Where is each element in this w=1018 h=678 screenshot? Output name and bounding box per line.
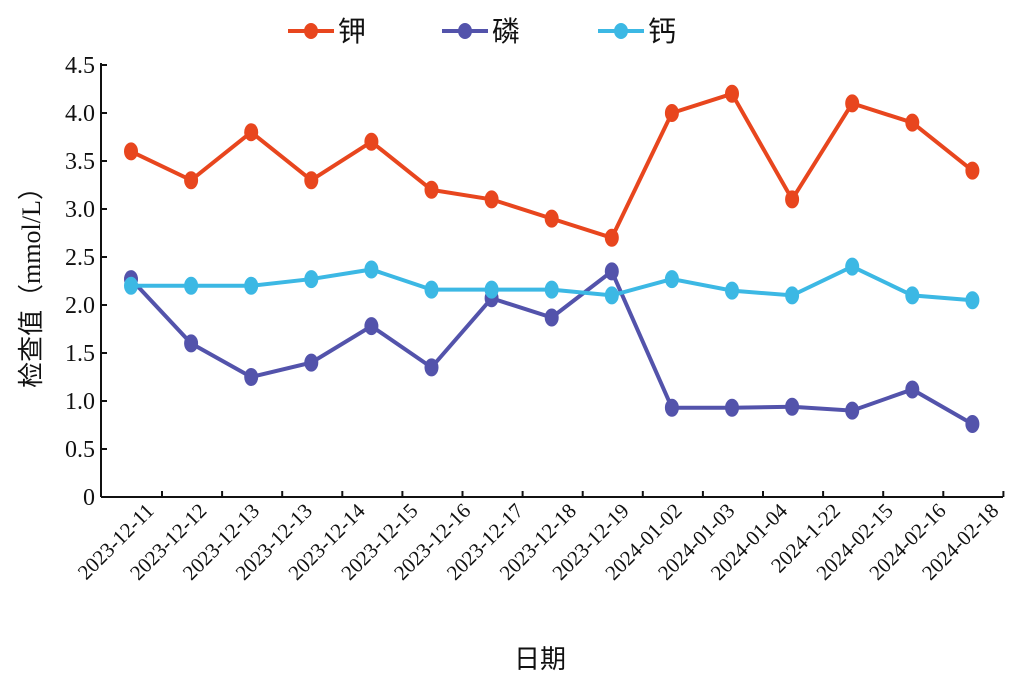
legend-label: 钾	[338, 16, 366, 48]
data-point	[424, 180, 439, 199]
y-tick-label: 3.0	[65, 197, 95, 223]
y-tick-label: 3.5	[65, 149, 95, 175]
data-point	[544, 280, 559, 299]
data-point	[905, 286, 920, 305]
y-tick-label: 0	[83, 485, 95, 511]
data-point	[785, 397, 800, 416]
data-point	[725, 84, 739, 103]
data-point	[845, 94, 860, 113]
data-point	[364, 317, 379, 336]
data-point	[124, 142, 138, 161]
data-point	[845, 401, 860, 420]
data-point	[604, 262, 619, 281]
y-tick-label: 1.5	[65, 341, 95, 367]
data-point	[304, 353, 319, 372]
legend-marker	[304, 23, 318, 39]
data-point	[364, 132, 379, 151]
data-point	[544, 308, 559, 327]
y-tick-label: 2.5	[65, 245, 95, 271]
data-point	[664, 270, 679, 289]
data-point	[905, 113, 920, 132]
y-tick-label: 1.0	[65, 389, 95, 415]
data-point	[484, 280, 499, 299]
data-point	[965, 161, 980, 180]
legend-label: 磷	[492, 16, 520, 48]
x-axis-label: 日期	[514, 645, 566, 674]
y-tick-label: 0.5	[65, 437, 95, 463]
y-tick-label: 2.0	[65, 293, 95, 319]
data-point	[244, 368, 259, 386]
data-point	[544, 209, 559, 228]
data-point	[184, 334, 199, 353]
data-point	[664, 398, 679, 417]
data-point	[845, 257, 860, 276]
data-point	[664, 104, 679, 122]
data-point	[124, 276, 138, 295]
data-point	[785, 190, 800, 209]
data-point	[364, 260, 379, 279]
data-point	[184, 276, 199, 295]
legend-marker	[614, 23, 628, 39]
legend-label: 钙	[648, 16, 676, 48]
data-point	[604, 286, 619, 305]
data-point	[785, 286, 800, 305]
data-point	[484, 190, 499, 209]
data-point	[244, 123, 259, 142]
data-point	[905, 380, 920, 399]
y-tick-label: 4.5	[65, 53, 95, 79]
data-point	[725, 398, 739, 417]
data-point	[304, 270, 319, 289]
y-axis-label: 检查值（mmol/L）	[17, 174, 46, 388]
data-point	[965, 291, 980, 310]
data-point	[304, 171, 319, 190]
data-point	[244, 276, 259, 295]
data-point	[424, 358, 439, 377]
data-point	[725, 281, 739, 300]
data-point	[604, 228, 619, 247]
data-point	[965, 415, 980, 434]
data-point	[184, 171, 199, 190]
y-tick-label: 4.0	[65, 101, 95, 127]
data-point	[424, 280, 439, 299]
legend-marker	[458, 23, 472, 39]
